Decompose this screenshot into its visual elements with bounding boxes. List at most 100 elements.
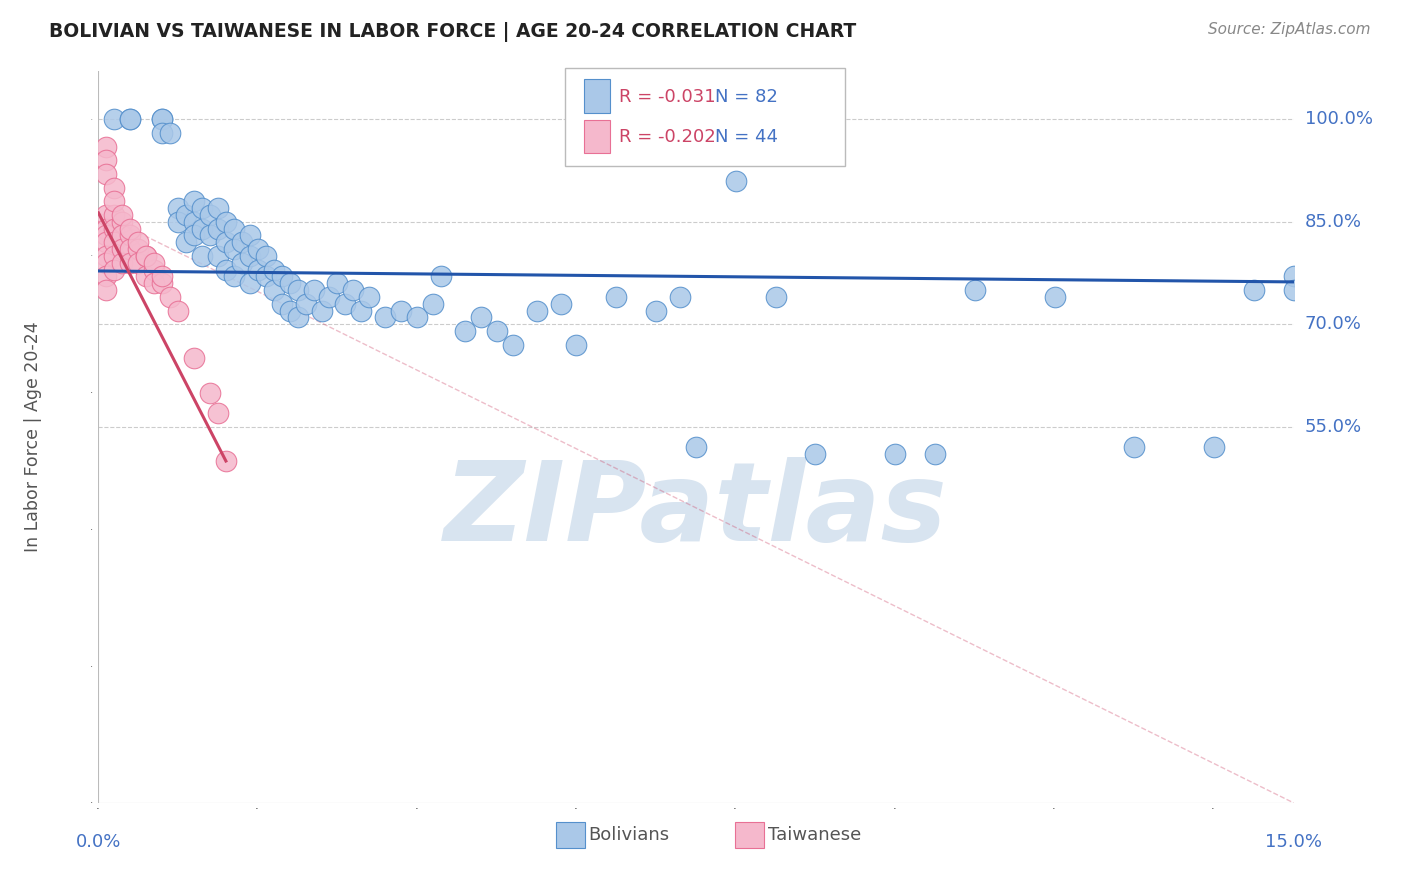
Text: Taiwanese: Taiwanese [768,826,860,844]
Point [422,297,444,311]
Point [326,277,349,291]
Point [254,249,277,263]
Point [135,249,157,263]
Point [374,310,396,325]
Point [1243,283,1265,297]
FancyBboxPatch shape [557,822,585,848]
Point [120,221,142,235]
Point [215,235,238,250]
Point [103,194,125,209]
Point [174,208,197,222]
Point [96,256,118,270]
Point [198,228,221,243]
Point [485,324,508,338]
Point [246,242,269,256]
Point [167,303,190,318]
Point [135,269,157,284]
Text: 70.0%: 70.0% [1305,315,1361,334]
Text: Source: ZipAtlas.com: Source: ZipAtlas.com [1208,22,1371,37]
Point [239,249,262,263]
Point [111,215,134,229]
Point [231,235,253,250]
Point [924,447,946,461]
Point [1043,290,1066,304]
Point [207,221,229,235]
Text: Bolivians: Bolivians [589,826,669,844]
FancyBboxPatch shape [583,79,610,113]
Point [159,126,181,140]
Text: R = -0.202: R = -0.202 [620,128,716,146]
Text: 85.0%: 85.0% [1305,213,1361,231]
Point [150,112,173,127]
Point [111,228,134,243]
Point [278,277,301,291]
Point [222,269,245,284]
Point [111,256,134,270]
Point [191,249,214,263]
Point [143,277,166,291]
Point [120,112,142,127]
Point [198,208,221,222]
Point [263,283,285,297]
Point [183,351,205,366]
Point [207,406,229,420]
Point [127,242,149,256]
Point [669,290,692,304]
Point [884,447,907,461]
Point [127,256,149,270]
Point [406,310,429,325]
Text: ZIPatlas: ZIPatlas [444,457,948,564]
Point [103,112,125,127]
Point [96,139,118,153]
Point [350,303,373,318]
Point [120,228,142,243]
Text: 100.0%: 100.0% [1305,111,1372,128]
Text: 55.0%: 55.0% [1305,417,1362,436]
Text: N = 82: N = 82 [716,88,778,106]
Text: N = 44: N = 44 [716,128,778,146]
Point [605,290,627,304]
Point [231,256,253,270]
Point [150,277,173,291]
Point [96,269,118,284]
Point [1282,269,1305,284]
Point [183,194,205,209]
Point [765,290,787,304]
Point [143,262,166,277]
Point [215,454,238,468]
Point [804,447,827,461]
Point [207,249,229,263]
Point [103,235,125,250]
Point [143,256,166,270]
Point [96,228,118,243]
Point [254,269,277,284]
Point [96,167,118,181]
Point [159,290,181,304]
Point [1202,440,1225,454]
Point [302,283,325,297]
Point [103,208,125,222]
Point [239,277,262,291]
Point [222,242,245,256]
Point [1282,283,1305,297]
Point [389,303,412,318]
Point [454,324,477,338]
Point [294,297,316,311]
Text: 0.0%: 0.0% [76,833,121,851]
Point [278,303,301,318]
Point [167,201,190,215]
Point [565,338,588,352]
Point [120,242,142,256]
Point [96,208,118,222]
Point [207,201,229,215]
Point [287,310,309,325]
Point [120,256,142,270]
Point [359,290,381,304]
Point [174,235,197,250]
Point [183,215,205,229]
Point [215,262,238,277]
Point [287,283,309,297]
Point [263,262,285,277]
Point [270,297,292,311]
Point [103,262,125,277]
